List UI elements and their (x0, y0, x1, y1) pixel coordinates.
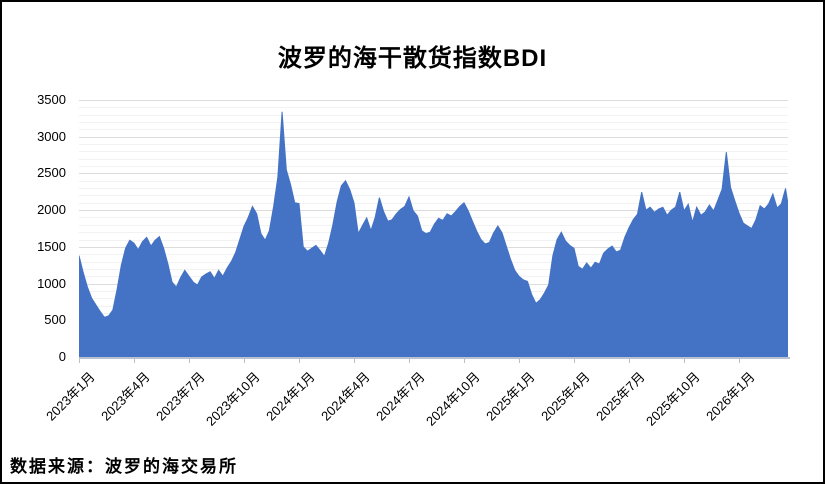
x-axis-label: 2026年1月 (703, 369, 758, 424)
x-tick-mark (464, 359, 465, 363)
y-axis-label: 3500 (37, 92, 66, 107)
x-axis-label: 2023年10月 (203, 369, 263, 429)
x-tick-mark (354, 359, 355, 363)
y-axis-label: 500 (44, 312, 66, 328)
minor-gridline (79, 129, 788, 131)
x-axis-label: 2023年4月 (98, 369, 153, 424)
x-axis-label: 2024年10月 (423, 369, 483, 429)
y-axis-label: 1000 (37, 275, 66, 291)
minor-gridline (79, 202, 788, 204)
minor-gridline (79, 158, 788, 160)
major-gridline (79, 173, 788, 175)
major-gridline (79, 136, 788, 138)
y-axis-label: 3000 (37, 128, 66, 144)
x-tick-mark (574, 359, 575, 363)
y-axis-label: 1500 (37, 238, 66, 254)
x-axis-line (79, 357, 790, 359)
y-axis-label: 2000 (37, 202, 66, 218)
x-tick-mark (519, 359, 520, 363)
bdi-area-series (79, 111, 788, 357)
x-tick-mark (684, 359, 685, 363)
minor-gridline (79, 188, 788, 190)
x-tick-mark (79, 359, 80, 363)
minor-gridline (79, 151, 788, 153)
minor-gridline (79, 195, 788, 197)
x-tick-mark (409, 359, 410, 363)
chart-title: 波罗的海干散货指数BDI (277, 45, 548, 72)
minor-gridline (79, 144, 788, 146)
source-note: 数据来源：波罗的海交易所 (10, 457, 238, 476)
x-tick-mark (244, 359, 245, 363)
minor-gridline (79, 166, 788, 168)
x-axis-label: 2023年1月 (43, 369, 98, 424)
x-tick-mark (189, 359, 190, 363)
minor-gridline (79, 107, 788, 109)
major-gridline (79, 100, 788, 101)
x-axis-label: 2025年4月 (538, 369, 593, 424)
x-tick-mark (739, 359, 740, 363)
y-axis-label: 2500 (37, 165, 66, 181)
x-axis-label: 2024年4月 (318, 369, 373, 424)
y-axis-label: 0 (58, 349, 66, 364)
x-axis-label: 2024年1月 (263, 369, 318, 424)
minor-gridline (79, 217, 788, 219)
x-axis-label: 2025年10月 (643, 369, 703, 429)
minor-gridline (79, 122, 788, 124)
plot-area (79, 100, 788, 357)
major-gridline (79, 210, 788, 212)
x-tick-mark (134, 359, 135, 363)
x-axis-label: 2025年1月 (483, 369, 538, 424)
minor-gridline (79, 180, 788, 182)
x-tick-mark (629, 359, 630, 363)
minor-gridline (79, 114, 788, 116)
x-tick-mark (299, 359, 300, 363)
